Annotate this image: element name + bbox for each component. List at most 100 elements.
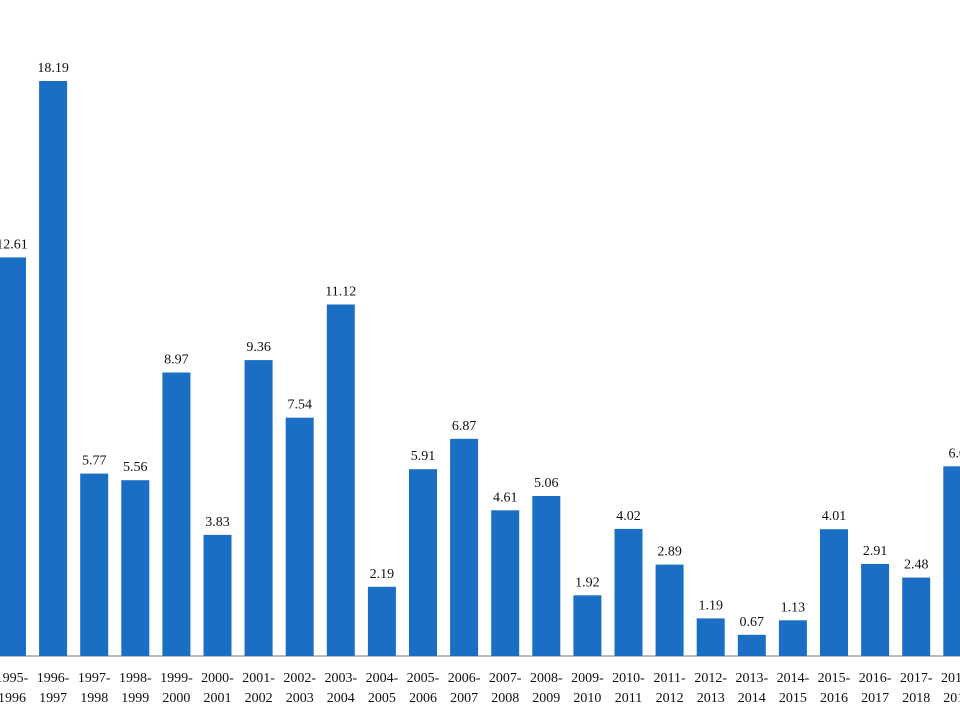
x-tick-label-0-line-0: 1995- xyxy=(0,671,29,686)
x-tick-label-5-line-0: 2000- xyxy=(201,671,234,686)
bar-22 xyxy=(902,577,931,656)
bar-20 xyxy=(820,529,848,656)
x-tick-labels-group: 1995- 1996 1996- 1997 1997- 1998 1998- 1999 1999… xyxy=(0,671,960,706)
bar-16 xyxy=(655,564,684,656)
value-label-7: 7.54 xyxy=(287,398,312,413)
x-tick-label-6-line-1: 2002 xyxy=(245,691,273,706)
x-tick-label-1-line-0: 1996- xyxy=(37,671,70,686)
bar-11 xyxy=(450,438,479,656)
value-labels-group: 12.61 18.19 5.77 5.56 8.97 3.83 9.36 7.54 11.12 2… xyxy=(0,61,960,630)
x-tick-label-15-line-0: 2010- xyxy=(612,671,645,686)
x-tick-label-20-line-0: 2015- xyxy=(818,671,851,686)
x-tick-label-10-line-0: 2005- xyxy=(407,671,440,686)
value-label-5: 3.83 xyxy=(205,515,230,530)
x-tick-label-15-line-1: 2011 xyxy=(615,691,642,706)
value-label-2: 5.77 xyxy=(82,454,107,469)
value-label-23: 6.0 xyxy=(949,446,960,461)
bar-17 xyxy=(696,618,725,656)
value-label-12: 4.61 xyxy=(493,490,518,505)
bar-8 xyxy=(326,304,355,656)
bar-23 xyxy=(943,466,960,656)
bar-5 xyxy=(203,534,232,656)
x-tick-label-7-line-1: 2003 xyxy=(286,691,314,706)
x-tick-label-11-line-1: 2007 xyxy=(450,691,478,706)
bar-14 xyxy=(573,595,602,656)
value-label-21: 2.91 xyxy=(863,544,888,559)
x-tick-label-22-line-1: 2018 xyxy=(902,691,930,706)
bar-6 xyxy=(244,360,273,656)
bar-0 xyxy=(0,257,26,656)
bar-13 xyxy=(532,496,561,656)
x-tick-label-2-line-1: 1998 xyxy=(80,691,108,706)
value-label-11: 6.87 xyxy=(452,419,477,434)
value-label-14: 1.92 xyxy=(575,575,600,590)
bar-19 xyxy=(778,620,807,656)
x-tick-label-13-line-0: 2008- xyxy=(530,671,563,686)
value-label-20: 4.01 xyxy=(822,509,847,524)
x-tick-label-8-line-0: 2003- xyxy=(324,671,357,686)
bar-7 xyxy=(285,417,314,656)
value-label-17: 1.19 xyxy=(698,598,723,613)
value-label-13: 5.06 xyxy=(534,476,559,491)
x-tick-label-22-line-0: 2017- xyxy=(900,671,933,686)
bar-9 xyxy=(367,586,396,656)
value-label-8: 11.12 xyxy=(325,285,356,300)
value-label-10: 5.91 xyxy=(411,449,436,464)
x-tick-label-3-line-0: 1998- xyxy=(119,671,152,686)
x-tick-label-7-line-0: 2002- xyxy=(283,671,316,686)
bar-10 xyxy=(409,469,437,656)
x-tick-label-1-line-1: 1997 xyxy=(39,691,67,706)
x-tick-label-16-line-1: 2012 xyxy=(656,691,684,706)
x-tick-label-19-line-0: 2014- xyxy=(777,671,810,686)
x-tick-label-2-line-0: 1997- xyxy=(78,671,111,686)
bar-4 xyxy=(162,372,191,656)
value-label-15: 4.02 xyxy=(616,509,641,524)
x-tick-label-8-line-1: 2004 xyxy=(327,691,355,706)
bar-2 xyxy=(80,473,109,656)
x-tick-label-20-line-1: 2016 xyxy=(820,691,848,706)
x-tick-label-4-line-1: 2000 xyxy=(162,691,190,706)
value-label-0: 12.61 xyxy=(0,237,28,252)
value-label-4: 8.97 xyxy=(164,353,189,368)
x-tick-label-18-line-0: 2013- xyxy=(735,671,768,686)
x-tick-label-6-line-0: 2001- xyxy=(242,671,275,686)
x-tick-label-12-line-1: 2008 xyxy=(491,691,519,706)
value-label-9: 2.19 xyxy=(370,567,395,582)
bar-21 xyxy=(861,564,890,656)
value-label-18: 0.67 xyxy=(740,615,765,630)
x-tick-label-0-line-1: 1996 xyxy=(0,691,26,706)
bar-18 xyxy=(737,634,766,656)
x-tick-label-17-line-0: 2012- xyxy=(694,671,727,686)
x-tick-label-9-line-1: 2005 xyxy=(368,691,396,706)
x-tick-label-16-line-0: 2011- xyxy=(654,671,686,686)
x-tick-label-17-line-1: 2013 xyxy=(697,691,725,706)
value-label-16: 2.89 xyxy=(657,545,682,560)
x-tick-label-14-line-1: 2010 xyxy=(573,691,601,706)
x-tick-label-23-line-0: 2018- xyxy=(941,671,960,686)
x-tick-label-21-line-0: 2016- xyxy=(859,671,892,686)
value-label-3: 5.56 xyxy=(123,460,148,475)
x-tick-label-12-line-0: 2007- xyxy=(489,671,522,686)
x-tick-label-23-line-1: 2019 xyxy=(943,691,960,706)
x-tick-label-11-line-0: 2006- xyxy=(448,671,481,686)
x-tick-label-21-line-1: 2017 xyxy=(861,691,889,706)
x-tick-label-9-line-0: 2004- xyxy=(366,671,399,686)
x-tick-label-18-line-1: 2014 xyxy=(738,691,766,706)
bar-15 xyxy=(614,528,643,656)
bar-12 xyxy=(491,510,520,656)
x-tick-label-4-line-0: 1999- xyxy=(160,671,193,686)
value-label-6: 9.36 xyxy=(246,340,271,355)
x-tick-label-10-line-1: 2006 xyxy=(409,691,437,706)
value-label-1: 18.19 xyxy=(37,61,69,76)
x-tick-label-19-line-1: 2015 xyxy=(779,691,807,706)
value-label-22: 2.48 xyxy=(904,558,929,573)
x-tick-label-14-line-0: 2009- xyxy=(571,671,604,686)
x-tick-label-3-line-1: 1999 xyxy=(121,691,149,706)
bars-group xyxy=(0,81,960,656)
bar-3 xyxy=(121,480,150,656)
value-label-19: 1.13 xyxy=(781,600,806,615)
bar-1 xyxy=(39,81,68,656)
x-tick-label-13-line-1: 2009 xyxy=(532,691,560,706)
x-tick-label-5-line-1: 2001 xyxy=(204,691,232,706)
